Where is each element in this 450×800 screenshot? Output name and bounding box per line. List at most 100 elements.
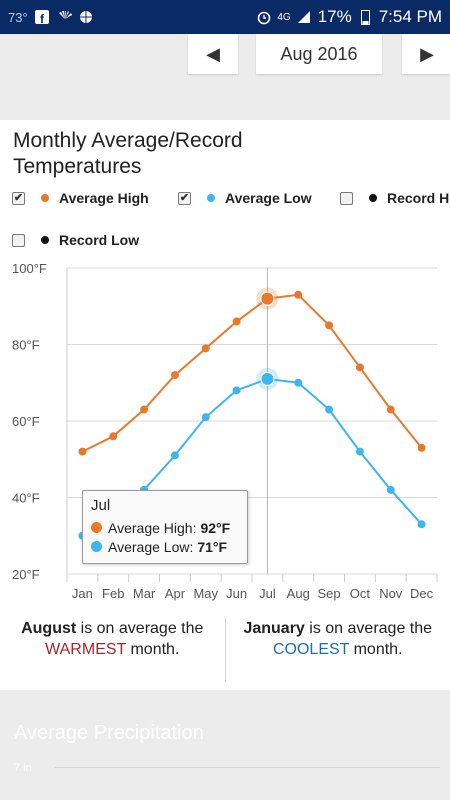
tooltip-low-row: Average Low: 71°F <box>91 537 239 556</box>
tooltip-high-value: 92°F <box>200 519 231 536</box>
average-low-point-highlighted <box>260 371 275 386</box>
checkbox-record-high[interactable] <box>340 191 353 205</box>
x-tick-label: Jan <box>72 586 93 601</box>
facebook-icon: f <box>35 10 50 25</box>
svg-text:f: f <box>40 12 45 24</box>
tooltip-low-value: 71°F <box>197 538 228 555</box>
y-tick-label: 80°F <box>12 338 40 353</box>
signal-icon <box>297 10 312 25</box>
average-high-line <box>81 293 423 453</box>
x-tick-label: Jul <box>259 586 276 601</box>
x-tick-label: Oct <box>350 586 371 601</box>
legend-label: Record Low <box>59 232 140 248</box>
summary-divider <box>224 618 226 682</box>
record-low-dot <box>41 236 49 244</box>
temperature-line-chart[interactable]: 20°F 40°F 60°F 80°F 100°F Jan Feb Mar Apr May Jun J… <box>0 250 450 610</box>
chart-tooltip: Jul Average High: 92°F Average Low: 71°F <box>82 490 248 564</box>
average-high-point <box>201 344 210 353</box>
average-high-point-highlighted <box>260 291 275 306</box>
tooltip-title: Jul <box>91 497 111 514</box>
record-high-dot <box>369 194 377 202</box>
checkbox-average-high[interactable]: ✔ <box>12 191 25 205</box>
average-high-point <box>417 443 426 452</box>
x-tick-label: Jun <box>226 586 247 601</box>
alarm-icon <box>256 10 271 25</box>
month-label: Aug 2016 <box>256 34 382 74</box>
next-month-button[interactable]: ▶ <box>402 34 450 74</box>
precipitation-gridline <box>55 767 440 768</box>
temperature-card: Monthly Average/Record Temperatures ✔ Av… <box>0 120 450 690</box>
warmest-month: August <box>21 620 77 637</box>
x-tick-label: Mar <box>133 586 156 601</box>
battery-level: 17% <box>317 7 352 26</box>
summary: August is on average the WARMEST month. … <box>0 616 450 690</box>
checkbox-average-low[interactable]: ✔ <box>178 191 191 205</box>
coolest-word: COOLEST <box>272 641 350 658</box>
tooltip-high-dot <box>91 522 102 533</box>
nbc-icon <box>57 10 72 25</box>
average-low-point <box>294 378 303 387</box>
coolest-summary: January is on average the COOLEST month. <box>226 616 450 690</box>
cool-pre-text: is on average the <box>304 620 433 637</box>
average-high-point <box>294 290 303 299</box>
average-low-point <box>355 447 364 456</box>
chart-title: Monthly Average/Record Temperatures <box>13 129 243 178</box>
prev-month-button[interactable]: ◀ <box>188 34 238 74</box>
legend-label: Average High <box>59 190 149 206</box>
warmest-summary: August is on average the WARMEST month. <box>0 616 225 690</box>
y-tick-label: 20°F <box>12 567 40 582</box>
legend-average-low[interactable]: ✔ Average Low <box>178 190 312 206</box>
average-high-point <box>325 321 334 330</box>
legend-label: Record H <box>387 190 450 206</box>
average-low-point <box>417 520 426 529</box>
average-low-point <box>232 386 241 395</box>
x-tick-label: Sep <box>318 586 341 601</box>
legend-record-low[interactable]: Record Low <box>12 232 139 248</box>
tooltip-high-label: Average High: <box>108 519 197 536</box>
average-high-point <box>140 405 149 414</box>
warmest-word: WARMEST <box>45 641 127 658</box>
x-tick-label: Dec <box>410 586 434 601</box>
status-bar: 73° f 4G 17% 7:54 PM <box>0 0 450 34</box>
average-high-point <box>386 405 395 414</box>
precipitation-section: Average Precipitation 7 in <box>0 690 450 800</box>
coolest-month: January <box>243 620 305 637</box>
precipitation-title: Average Precipitation <box>14 722 204 744</box>
x-tick-label: Nov <box>379 586 403 601</box>
tooltip-high-row: Average High: 92°F <box>91 518 239 537</box>
x-tick-label: Aug <box>287 586 310 601</box>
legend-record-high[interactable]: Record H <box>340 190 449 206</box>
warm-pre-text: is on average the <box>76 620 204 637</box>
precipitation-tick: 7 in <box>14 762 32 774</box>
clock: 7:54 PM <box>378 7 442 26</box>
y-tick-label: 40°F <box>12 491 40 506</box>
y-tick-label: 60°F <box>12 414 40 429</box>
weather-temp: 73° <box>8 9 28 25</box>
legend-label: Average Low <box>225 190 312 206</box>
x-tick-label: May <box>193 586 218 601</box>
average-low-point <box>325 405 334 414</box>
average-low-point <box>201 413 210 422</box>
average-high-point <box>232 317 241 326</box>
x-tick-label: Apr <box>165 586 186 601</box>
average-high-dot <box>41 194 49 202</box>
average-low-point <box>170 451 179 460</box>
checkbox-record-low[interactable] <box>12 233 25 247</box>
average-low-point <box>386 485 395 494</box>
average-low-dot <box>207 194 215 202</box>
tooltip-low-label: Average Low: <box>108 538 194 555</box>
average-high-point <box>355 363 364 372</box>
basketball-icon <box>79 10 94 25</box>
average-high-point <box>170 371 179 380</box>
battery-icon <box>358 10 373 25</box>
warm-post-text: month. <box>126 641 180 658</box>
network-type: 4G <box>277 11 291 23</box>
x-tick-label: Feb <box>102 586 124 601</box>
average-high-point <box>109 432 118 441</box>
average-high-point <box>78 447 87 456</box>
y-tick-label: 100°F <box>12 261 47 276</box>
legend-average-high[interactable]: ✔ Average High <box>12 190 149 206</box>
tooltip-low-dot <box>91 541 102 552</box>
month-nav: ◀ Aug 2016 ▶ <box>0 34 450 120</box>
cool-post-text: month. <box>349 641 403 658</box>
